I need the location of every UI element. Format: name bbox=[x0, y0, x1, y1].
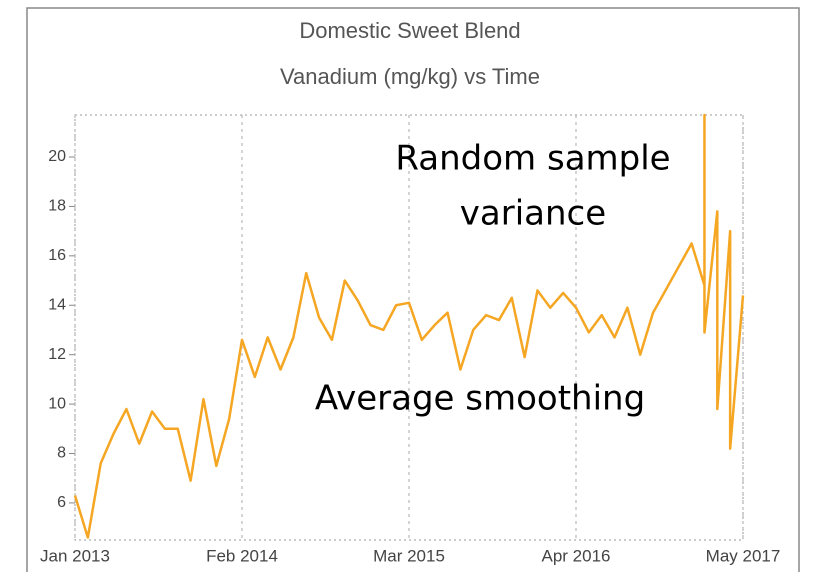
y-tick-label: 18 bbox=[48, 198, 66, 215]
y-tick-label: 8 bbox=[57, 445, 66, 462]
x-tick-label: Mar 2015 bbox=[373, 546, 445, 565]
y-tick-label: 16 bbox=[48, 247, 66, 264]
y-tick-label: 12 bbox=[48, 346, 66, 363]
chart-subtitle: Vanadium (mg/kg) vs Time bbox=[280, 64, 540, 89]
chart-title: Domestic Sweet Blend bbox=[299, 18, 520, 43]
y-tick-label: 10 bbox=[48, 395, 66, 412]
annotation: Random sample bbox=[395, 139, 670, 179]
annotation: variance bbox=[460, 194, 606, 234]
y-tick-label: 14 bbox=[48, 296, 66, 313]
chart-frame bbox=[26, 7, 800, 577]
x-tick-label: Apr 2016 bbox=[542, 546, 611, 565]
x-tick-label: Feb 2014 bbox=[206, 546, 278, 565]
y-tick-label: 20 bbox=[48, 148, 66, 165]
annotation: Average smoothing bbox=[315, 379, 645, 419]
x-tick-label: Jan 2013 bbox=[40, 546, 110, 565]
data-line bbox=[73, 113, 745, 539]
x-tick-label: May 2017 bbox=[706, 546, 781, 565]
y-tick-label: 6 bbox=[57, 494, 66, 511]
